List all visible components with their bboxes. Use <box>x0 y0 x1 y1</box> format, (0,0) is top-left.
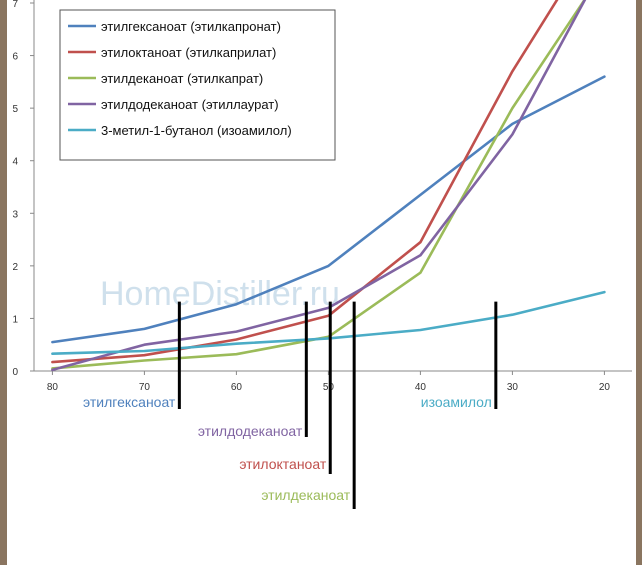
legend-label-1: этилгексаноат (этилкапронат) <box>101 19 281 34</box>
series-line-3 <box>51 0 587 370</box>
x-tick-label: 70 <box>139 382 151 393</box>
y-tick-label: 4 <box>12 157 18 168</box>
legend-label-3: этилдеканоат (этилкапрат) <box>101 71 263 86</box>
annotation-label-2: этилдодеканоат <box>198 423 303 439</box>
x-tick-label: 60 <box>231 382 243 393</box>
series-line-5 <box>51 290 606 356</box>
x-tick-label: 30 <box>507 382 519 393</box>
x-tick-label: 50 <box>323 382 335 393</box>
annotation-lines <box>177 301 498 509</box>
x-tick-label: 80 <box>47 382 59 393</box>
annotation-label-5: изоамилол <box>421 394 492 410</box>
legend-label-5: 3-метил-1-бутанол (изоамилол) <box>101 123 292 138</box>
y-tick-label: 5 <box>12 104 18 115</box>
watermark: HomeDistiller.ru <box>100 275 340 313</box>
y-tick-label: 3 <box>12 209 18 220</box>
legend-box <box>59 9 336 161</box>
y-tick-label: 0 <box>12 367 18 378</box>
series-line-1 <box>51 75 606 344</box>
annotation-label-3: этилоктаноат <box>239 456 327 472</box>
legend-label-4: этилдодеканоат (этиллаурат) <box>101 97 279 112</box>
chart-axes: 0 1 2 3 4 5 6 7 80 70 60 50 40 30 20 <box>12 0 632 393</box>
y-tick-label: 6 <box>12 52 18 63</box>
right-frame-border <box>636 0 642 565</box>
y-tick-label: 1 <box>12 314 18 325</box>
y-tick-label: 2 <box>12 262 18 273</box>
y-tick-label: 7 <box>12 0 18 10</box>
annotation-label-4: этилдеканоат <box>261 487 350 503</box>
legend-label-2: этилоктаноат (этилкаприлат) <box>101 45 276 60</box>
x-tick-label: 40 <box>415 382 427 393</box>
annotation-label-1: этилгексаноат <box>83 394 176 410</box>
annotation-labels: этилгексаноат этилдодеканоат этилоктаноат э… <box>83 394 492 503</box>
left-frame-border <box>0 0 7 565</box>
series-line-4 <box>51 0 587 372</box>
chart-series <box>51 0 606 372</box>
x-tick-label: 20 <box>599 382 611 393</box>
legend: этилгексаноат (этилкапронат) этилоктаноат… <box>59 9 336 161</box>
series-line-2 <box>51 0 559 364</box>
